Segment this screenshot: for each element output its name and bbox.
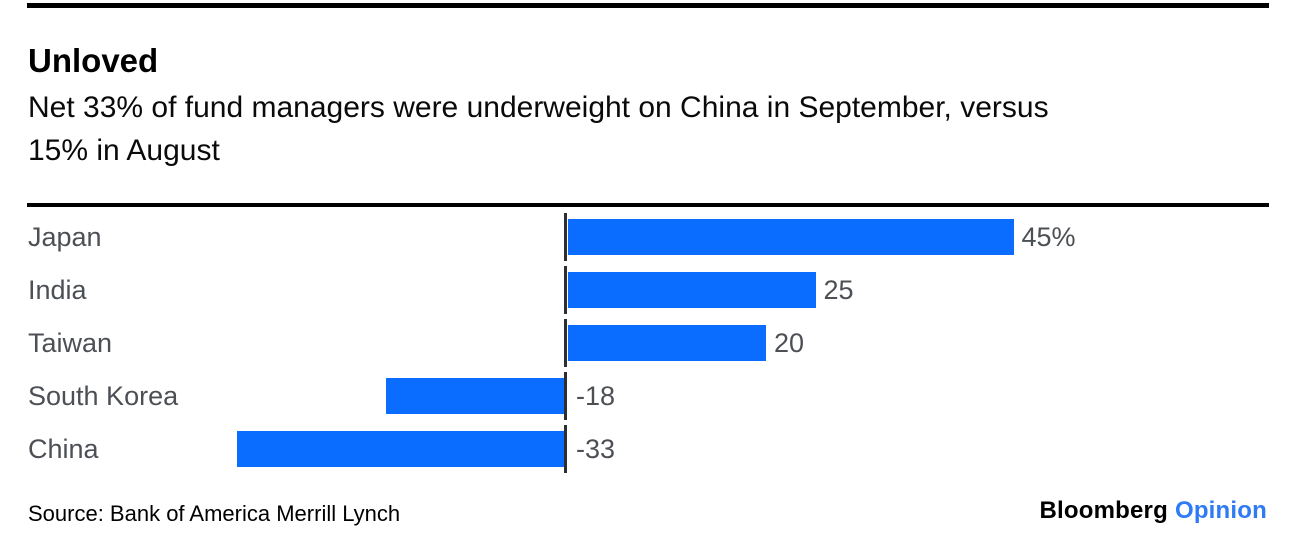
value-label: -18 [576,381,616,411]
bloomberg-opinion-logo: Bloomberg Opinion [1039,497,1267,525]
bar-japan [568,219,1014,255]
bar-taiwan [568,325,766,361]
opinion-wordmark: Opinion [1174,497,1267,524]
bar-china [237,431,564,467]
category-label: South Korea [28,381,179,411]
zero-axis-tick [564,319,567,367]
category-label: China [28,434,99,464]
value-label: 20 [774,328,805,358]
category-label: India [28,275,87,305]
category-label: Taiwan [28,328,113,358]
bar-india [568,272,816,308]
zero-axis-tick [564,213,567,261]
zero-axis-tick [564,372,567,420]
value-label: 45% [1021,222,1076,252]
source-note: Source: Bank of America Merrill Lynch [28,501,401,526]
chart-title: Unloved [28,42,159,79]
chart-top-rule [27,203,1269,207]
value-label: -33 [576,434,616,464]
category-label: Japan [28,222,102,252]
bloomberg-wordmark: Bloomberg [1039,497,1168,524]
bar-chart: Japan 45% India 25 Taiwan 20 South Korea -18 Chi… [0,203,1296,493]
bar-south-korea [385,378,564,414]
zero-axis-tick [564,425,567,473]
top-rule [27,3,1269,8]
zero-axis-tick [564,266,567,314]
chart-subtitle: Net 33% of fund managers were underweigh… [28,91,1049,167]
value-label: 25 [823,275,854,305]
